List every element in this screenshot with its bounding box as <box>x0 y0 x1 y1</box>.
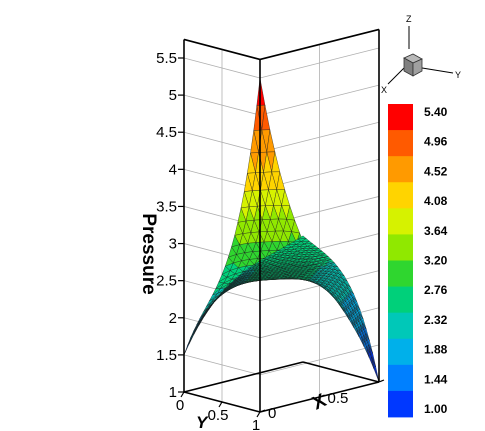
colorbar-label: 2.76 <box>424 283 448 297</box>
triad-x-label: X <box>381 85 387 95</box>
x-tick-mark <box>259 409 266 413</box>
colorbar-band <box>388 312 413 340</box>
x-tick-label: 0.5 <box>328 390 349 407</box>
z-tick-label: 3.5 <box>156 198 177 215</box>
colorbar-label: 4.08 <box>424 194 448 208</box>
colorbar-band <box>388 286 413 314</box>
colorbar-band <box>388 260 413 287</box>
colorbar-label: 3.20 <box>424 254 448 268</box>
colorbar-label: 1.88 <box>424 343 448 357</box>
z-tick-label: 1.5 <box>156 347 177 364</box>
x-tick-label: 0 <box>268 405 276 422</box>
colorbar-band <box>388 390 413 418</box>
colorbar-label: 1.00 <box>424 402 448 416</box>
y-axis-ticks: 00.51 <box>176 391 261 431</box>
surface-facet <box>370 355 380 383</box>
surface-facet <box>297 235 307 240</box>
x-axis-ticks: 00.51 <box>259 375 395 422</box>
z-tick-label: 2.5 <box>156 273 177 290</box>
z-axis-label: Pressure <box>138 213 159 294</box>
axis-box-edge <box>259 28 380 61</box>
y-tick-mark <box>218 401 223 408</box>
colorbar-band <box>388 234 413 261</box>
axis-box-edge <box>302 361 380 383</box>
z-tick-label: 5 <box>169 87 177 104</box>
triad-z-label: Z <box>406 14 412 24</box>
y-tick-mark <box>180 391 185 398</box>
y-axis-label: Y <box>196 413 209 431</box>
colorbar-band <box>388 338 413 366</box>
colorbar-band <box>388 364 413 392</box>
colorbar-label: 3.64 <box>424 224 448 238</box>
z-axis-ticks: 1 1.5 2 2.5 3 3.5 4 4.5 5 5.5 <box>156 50 184 401</box>
colorbar-band <box>388 156 413 183</box>
z-tick-label: 4 <box>169 161 177 178</box>
x-tick-mark <box>378 379 385 383</box>
z-tick-label: 4.5 <box>156 124 177 141</box>
colorbar-label: 2.32 <box>424 313 448 327</box>
axis-box-edge <box>183 38 261 61</box>
colorbar-label: 4.96 <box>424 135 448 149</box>
colorbar-band <box>388 208 413 235</box>
colorbar-label: 1.44 <box>424 372 448 386</box>
x-tick-mark <box>319 394 325 398</box>
axis-box-edge <box>183 361 304 393</box>
z-tick-label: 2 <box>169 310 177 327</box>
y-tick-label: 1 <box>252 417 260 431</box>
orientation-triad: Z Y X <box>381 14 461 95</box>
z-tick-label: 1 <box>169 384 177 401</box>
y-tick-label: 0.5 <box>208 407 229 424</box>
triad-y-label: Y <box>455 70 461 80</box>
colorbar-label: 4.52 <box>424 164 448 178</box>
pressure-surface <box>183 77 380 383</box>
colorbar-band <box>388 130 413 157</box>
back-wall <box>184 18 228 392</box>
colorbar: 5.40 4.96 4.52 4.08 3.64 3.20 2.76 2.32 1.88 1.44… <box>388 104 448 418</box>
y-tick-mark <box>256 411 261 418</box>
colorbar-band <box>388 182 413 209</box>
y-tick-label: 0 <box>176 397 184 414</box>
z-tick-label: 3 <box>169 236 177 253</box>
colorbar-label: 5.40 <box>424 105 448 119</box>
colorbar-band <box>388 104 413 131</box>
z-tick-label: 5.5 <box>156 50 177 67</box>
